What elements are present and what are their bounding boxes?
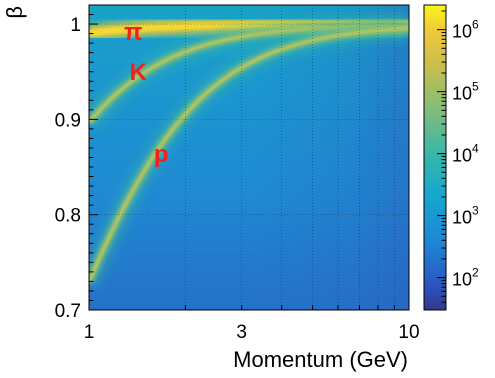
colorbar-tick-label: 10 — [452, 84, 472, 104]
y-tick-label: 0.7 — [55, 301, 81, 322]
colorbar-tick-exponent: 3 — [472, 204, 479, 218]
axis-tick-labels: 1 3 10 0.7 0.8 0.9 1 — [55, 15, 420, 343]
colorbar-tick-exponent: 6 — [472, 18, 479, 32]
colorbar-tick-label: 10 — [452, 208, 472, 228]
y-tick-label: 0.8 — [55, 206, 81, 227]
axis-ticks — [88, 4, 410, 311]
colorbar — [423, 4, 447, 311]
band-label-K: K — [129, 59, 147, 86]
x-tick-label: 3 — [236, 322, 247, 343]
colorbar-tick-exponent: 5 — [472, 80, 479, 94]
particle-bands — [89, 7, 409, 286]
x-axis-title: Momentum (GeV) — [233, 347, 408, 372]
y-axis-title: β — [2, 6, 27, 19]
y-tick-label: 1 — [70, 15, 81, 36]
colorbar-tick-label: 10 — [452, 22, 472, 42]
colorbar-tick-label: 10 — [452, 146, 472, 166]
band-label-p: p — [154, 141, 169, 168]
colorbar-tick-label: 10 — [452, 270, 472, 290]
x-tick-label: 10 — [398, 322, 419, 343]
grid-lines — [89, 5, 409, 310]
band-label-π: π — [124, 19, 142, 46]
x-tick-label: 1 — [84, 322, 95, 343]
colorbar-tick-exponent: 4 — [472, 142, 479, 156]
band-p-core — [89, 26, 409, 283]
colorbar-tick-exponent: 2 — [472, 266, 479, 280]
y-tick-label: 0.9 — [55, 110, 81, 131]
low-count-shade-bottom — [89, 200, 409, 310]
band-labels: πKp — [124, 19, 169, 168]
